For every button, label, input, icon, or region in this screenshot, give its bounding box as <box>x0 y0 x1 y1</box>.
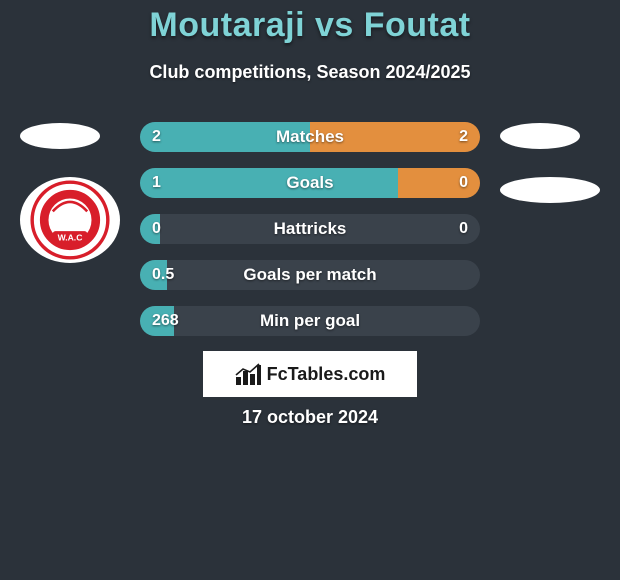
stat-row: 268Min per goal <box>140 306 480 336</box>
stat-row: 0.5Goals per match <box>140 260 480 290</box>
date-label: 17 october 2024 <box>0 407 620 428</box>
page-title: Moutaraji vs Foutat <box>0 6 620 45</box>
club-logo-svg: W.A.C <box>20 177 120 263</box>
stat-label: Hattricks <box>140 214 480 244</box>
brand-bars-icon <box>235 363 261 385</box>
avatar-left-logo: W.A.C <box>20 177 120 263</box>
svg-text:W.A.C: W.A.C <box>58 233 83 243</box>
stat-label: Min per goal <box>140 306 480 336</box>
stat-label: Goals <box>140 168 480 198</box>
date-text: 17 october 2024 <box>242 407 378 427</box>
avatar-right-top <box>500 123 580 149</box>
stat-row: 22Matches <box>140 122 480 152</box>
brand-box: FcTables.com <box>202 350 418 398</box>
stat-row: 00Hattricks <box>140 214 480 244</box>
stat-row: 10Goals <box>140 168 480 198</box>
brand-text: FcTables.com <box>267 364 386 385</box>
title-text: Moutaraji vs Foutat <box>149 6 470 44</box>
subtitle: Club competitions, Season 2024/2025 <box>0 62 620 83</box>
avatar-right-mid <box>500 177 600 203</box>
stat-label: Matches <box>140 122 480 152</box>
club-logo-left: W.A.C <box>20 177 120 263</box>
stat-label: Goals per match <box>140 260 480 290</box>
subtitle-text: Club competitions, Season 2024/2025 <box>149 62 470 82</box>
avatar-left-top <box>20 123 100 149</box>
infographic-canvas: Moutaraji vs Foutat Club competitions, S… <box>0 0 620 580</box>
